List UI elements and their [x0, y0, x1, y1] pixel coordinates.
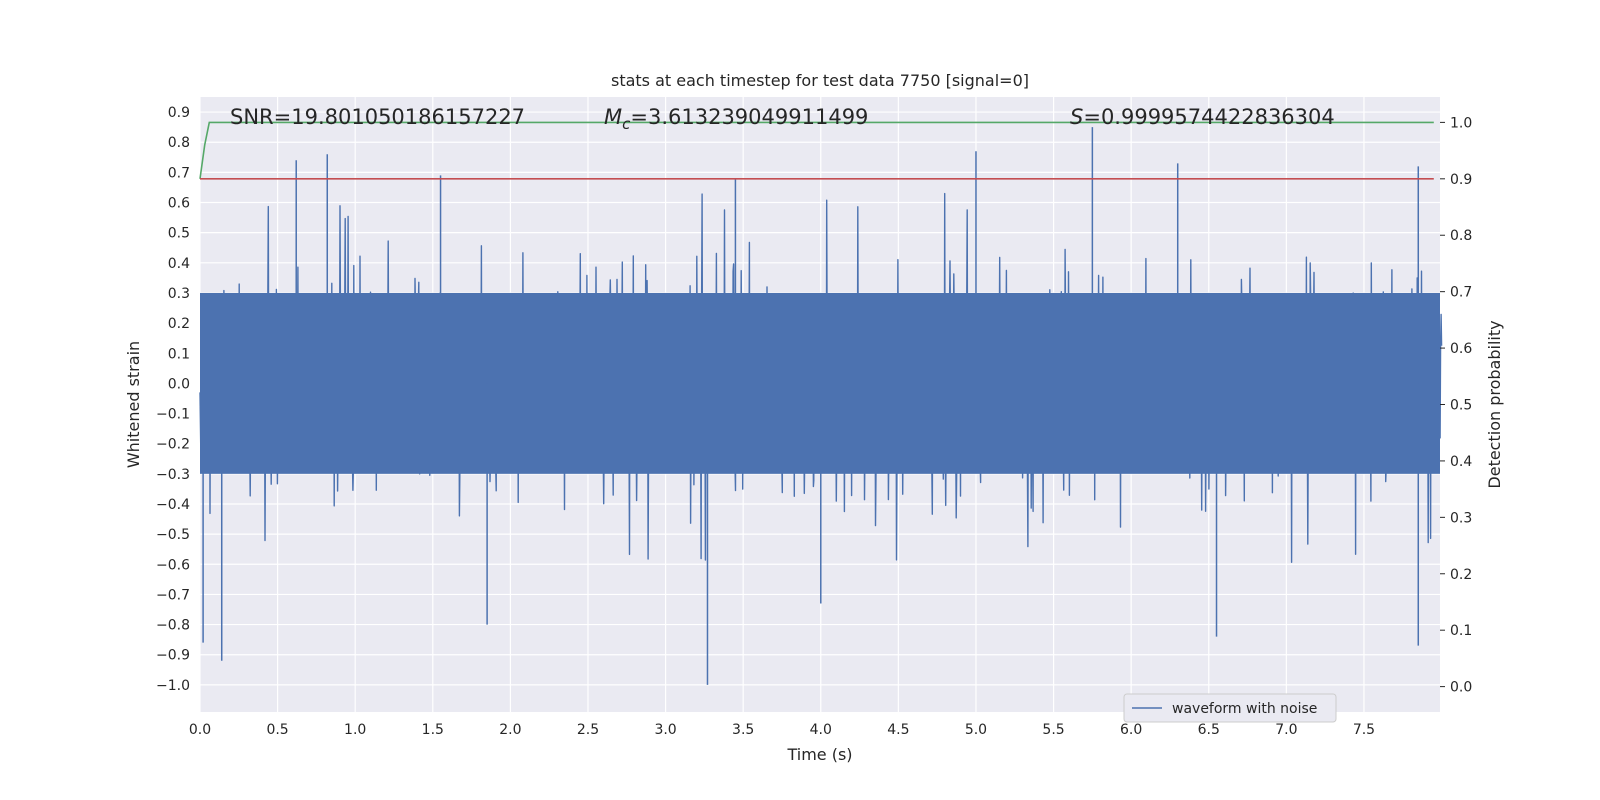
y2-tick-label: 0.9: [1450, 172, 1472, 188]
y2-axis-ticks: 1.0 0.9 0.8 0.7 0.6 0.5 0.4 0.3 0.2 0.1 0.0: [1440, 115, 1472, 696]
y2-tick-label: 0.7: [1450, 285, 1472, 301]
x-tick-label: 4.0: [810, 722, 832, 738]
y-tick-label: −0.4: [156, 497, 190, 513]
y-tick-label: 0.9: [168, 105, 190, 121]
y-tick-label: 0.4: [168, 256, 190, 272]
y-tick-label: −0.6: [156, 557, 190, 573]
y-tick-label: −0.3: [156, 467, 190, 483]
s-symbol: S: [1070, 105, 1083, 129]
y-tick-label: −0.5: [156, 527, 190, 543]
s-value: =0.9999574422836304: [1083, 105, 1334, 129]
y-tick-label: 0.0: [168, 376, 190, 392]
y2-tick-label: 1.0: [1450, 115, 1472, 131]
y-tick-label: 0.2: [168, 316, 190, 332]
mc-value: =3.613239049911499: [630, 105, 868, 129]
y2-axis-label: Detection probability: [1485, 320, 1504, 488]
y-tick-label: 0.5: [168, 226, 190, 242]
mc-symbol: M: [604, 105, 622, 129]
probability-line: [199, 121, 1434, 179]
y2-tick-label: 0.6: [1450, 341, 1472, 357]
x-tick-label: 3.5: [732, 722, 754, 738]
y2-tick-label: 0.2: [1450, 567, 1472, 583]
y-tick-label: −1.0: [156, 678, 190, 694]
y-tick-label: −0.8: [156, 618, 190, 634]
y-tick-label: 0.7: [168, 165, 190, 181]
x-tick-label: 7.0: [1275, 722, 1297, 738]
x-tick-label: 4.5: [887, 722, 909, 738]
y-axis-ticks: 0.9 0.8 0.7 0.6 0.5 0.4 0.3 0.2 0.1 0.0 −0.1 −0.2 −0…: [156, 105, 190, 694]
x-axis-ticks: 0.0 0.5 1.0 1.5 2.0 2.5 3.0 3.5 4.0 4.5 5.0 5.5 6.0 6…: [189, 722, 1375, 738]
y-tick-label: −0.7: [156, 587, 190, 603]
y-tick-label: 0.6: [168, 196, 190, 212]
chart-title: stats at each timestep for test data 775…: [611, 71, 1029, 90]
snr-annotation: SNR=19.801050186157227: [230, 105, 525, 129]
y2-tick-label: 0.5: [1450, 398, 1472, 414]
chirp-mass-annotation: Mc=3.613239049911499: [604, 105, 868, 133]
legend: waveform with noise: [1123, 693, 1337, 723]
probability-series: [199, 121, 1434, 180]
mc-subscript: c: [622, 115, 631, 133]
x-tick-label: 3.0: [654, 722, 676, 738]
y2-tick-label: 0.1: [1450, 623, 1472, 639]
y-tick-label: −0.1: [156, 407, 190, 423]
y-tick-label: 0.3: [168, 286, 190, 302]
x-tick-label: 7.5: [1353, 722, 1375, 738]
score-annotation: S=0.9999574422836304: [1070, 105, 1335, 129]
y-tick-label: −0.9: [156, 648, 190, 664]
x-tick-label: 2.0: [499, 722, 521, 738]
y2-tick-label: 0.4: [1450, 454, 1472, 470]
y2-tick-label: 0.8: [1450, 228, 1472, 244]
x-tick-label: 6.0: [1120, 722, 1142, 738]
x-tick-label: 5.5: [1042, 722, 1064, 738]
x-tick-label: 1.0: [344, 722, 366, 738]
x-tick-label: 6.5: [1198, 722, 1220, 738]
legend-box: [1123, 693, 1337, 723]
y2-tick-label: 0.3: [1450, 510, 1472, 526]
waveform-series: [199, 127, 1443, 685]
x-tick-label: 1.5: [422, 722, 444, 738]
y2-tick-label: 0.0: [1450, 680, 1472, 696]
x-tick-label: 2.5: [577, 722, 599, 738]
x-tick-label: 5.0: [965, 722, 987, 738]
x-tick-label: 0.0: [189, 722, 211, 738]
x-tick-label: 0.5: [266, 722, 288, 738]
y-axis-label: Whitened strain: [124, 341, 143, 468]
y-tick-label: −0.2: [156, 437, 190, 453]
y-tick-label: 0.1: [168, 346, 190, 362]
legend-label: waveform with noise: [1172, 701, 1317, 717]
x-axis-label: Time (s): [786, 745, 852, 764]
y-tick-label: 0.8: [168, 135, 190, 151]
waveform-core: [200, 292, 1440, 474]
